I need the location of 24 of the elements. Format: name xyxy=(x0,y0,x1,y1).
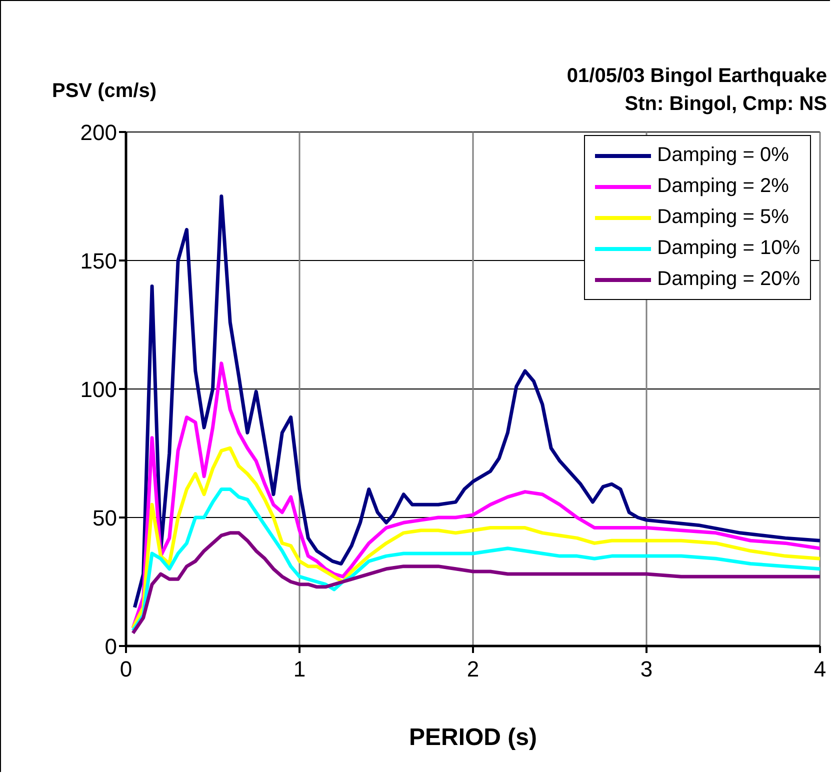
legend-label: Damping = 0% xyxy=(657,143,789,168)
x-tick-label: 4 xyxy=(814,656,826,682)
y-axis-title: PSV (cm/s) xyxy=(52,80,156,103)
legend-label: Damping = 20% xyxy=(657,267,800,292)
line-series xyxy=(131,362,820,630)
x-tick-label: 3 xyxy=(640,656,653,682)
line-series xyxy=(131,446,820,630)
y-tick-label: 50 xyxy=(92,505,117,530)
legend-label: Damping = 2% xyxy=(657,174,789,199)
legend-label: Damping = 5% xyxy=(657,205,789,230)
x-tick-label: 0 xyxy=(120,656,132,682)
line-series xyxy=(131,531,820,635)
y-tick-label: 0 xyxy=(104,634,117,659)
x-axis-title: PERIOD (s) xyxy=(408,724,538,752)
y-tick-label: 100 xyxy=(80,376,117,402)
line-series xyxy=(131,487,820,632)
x-tick-label: 1 xyxy=(293,656,306,682)
chart-subtitle: Stn: Bingol, Cmp: NS xyxy=(624,92,827,117)
chart-title: 01/05/03 Bingol Earthquake xyxy=(566,64,827,89)
y-tick-label: 200 xyxy=(80,120,117,145)
legend-label: Damping = 10% xyxy=(657,236,800,261)
line-series xyxy=(132,194,820,610)
x-tick-label: 2 xyxy=(466,656,480,682)
y-tick-label: 150 xyxy=(80,248,117,274)
